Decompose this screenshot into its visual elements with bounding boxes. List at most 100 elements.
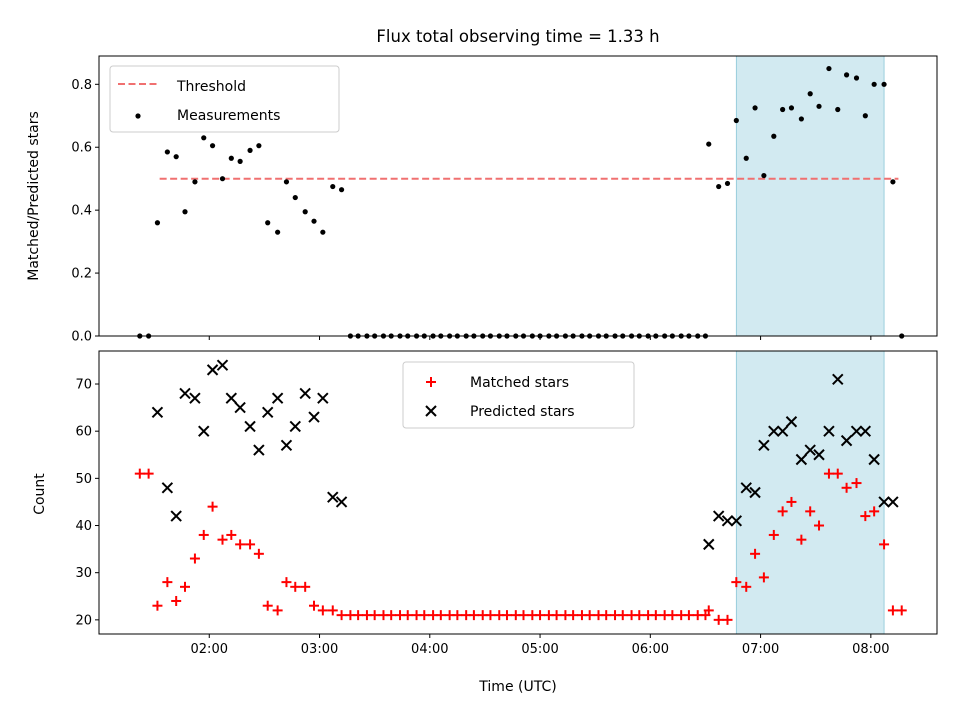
measurement-point (788, 105, 795, 111)
predicted-mark-b (170, 510, 182, 522)
legend-label: Threshold (176, 79, 246, 95)
ytick-label: 30 (75, 566, 92, 581)
xtick-label: 06:00 (632, 642, 669, 657)
matched-point (327, 605, 338, 616)
predicted-point (253, 444, 265, 456)
matched-point (253, 548, 264, 559)
matched-point (584, 610, 595, 621)
predicted-point (813, 449, 825, 461)
measurement-point (816, 103, 822, 109)
predicted-point (804, 444, 816, 456)
measurement-point (752, 105, 758, 111)
xlabel-time: Time (UTC) (478, 679, 556, 695)
matched-point (796, 534, 807, 545)
matched-point (235, 539, 246, 550)
measurement-point (798, 116, 804, 122)
predicted-point (776, 425, 789, 437)
measurement-point (826, 65, 832, 72)
predicted-point (170, 510, 182, 522)
predicted-mark-b (840, 434, 853, 447)
predicted-point (206, 364, 219, 376)
measurement-point (201, 135, 207, 141)
ytick-label: 0.8 (71, 78, 92, 93)
measurement-point (283, 179, 290, 185)
predicted-mark-b (225, 392, 238, 404)
ytick-label: 0.0 (71, 330, 92, 345)
measurement-point (881, 81, 887, 87)
matched-point (768, 529, 779, 540)
matched-point (518, 610, 529, 621)
matched-point (262, 600, 273, 611)
predicted-point (758, 439, 770, 452)
matched-point (869, 506, 880, 517)
ytick-label: 50 (75, 472, 92, 487)
predicted-mark-b (299, 387, 311, 400)
predicted-point (703, 538, 715, 551)
predicted-point (840, 434, 853, 447)
predicted-mark-b (317, 392, 329, 404)
matched-point (650, 610, 661, 621)
measurement-point (256, 143, 262, 149)
measurement-point (292, 194, 298, 201)
measurement-point (835, 106, 841, 113)
legend-label: Matched stars (470, 375, 569, 391)
matched-point (887, 605, 898, 616)
matched-point (245, 539, 256, 550)
matched-point (226, 529, 237, 540)
predicted-point (823, 425, 835, 437)
predicted-mark-b (795, 453, 808, 466)
ytick-label: 0.2 (71, 267, 92, 282)
matched-point (750, 548, 761, 559)
predicted-point (721, 515, 734, 527)
matched-point (485, 610, 496, 621)
predicted-point (161, 482, 174, 494)
predicted-mark-b (832, 373, 844, 386)
xtick-label: 07:00 (742, 642, 779, 657)
matched-point (207, 501, 218, 512)
predicted-point (887, 496, 899, 508)
highlight-span (735, 55, 885, 337)
predicted-point (261, 406, 274, 419)
predicted-point (198, 425, 210, 437)
xtick-label: 02:00 (191, 642, 228, 657)
matched-point (805, 506, 816, 517)
matched-point (180, 581, 191, 592)
measurement-point (338, 187, 345, 193)
matched-point (860, 511, 871, 522)
predicted-mark-b (151, 406, 164, 419)
legend-predicted-swatch-b (425, 405, 437, 417)
predicted-point (179, 387, 191, 400)
measurement-point (228, 155, 234, 161)
matched-point (501, 610, 512, 621)
matched-point (281, 577, 292, 588)
predicted-point (335, 496, 348, 508)
measurement-point (743, 155, 749, 161)
predicted-mark-b (327, 491, 339, 503)
measurement-point (154, 220, 161, 226)
predicted-mark-b (335, 496, 348, 508)
matched-point (198, 529, 209, 540)
predicted-mark-b (206, 364, 219, 376)
predicted-point (216, 359, 229, 371)
measurement-point (265, 220, 271, 226)
matched-point (601, 610, 612, 621)
ytick-label: 60 (75, 425, 92, 440)
matched-point (336, 610, 347, 621)
highlight-span (735, 350, 885, 635)
predicted-point (189, 392, 201, 404)
predicted-mark-b (749, 486, 761, 499)
predicted-mark-b (868, 453, 880, 466)
measurement-point (275, 229, 281, 235)
matched-point (568, 610, 579, 621)
matched-point (551, 610, 562, 621)
ylabel-ratio: Matched/Predicted stars (26, 111, 42, 281)
predicted-point (280, 439, 293, 452)
predicted-mark-b (703, 538, 715, 551)
matched-point (143, 468, 154, 479)
predicted-point (308, 411, 320, 423)
matched-point (435, 610, 446, 621)
matched-point (162, 577, 173, 588)
predicted-point (795, 453, 808, 466)
matched-point (713, 614, 724, 625)
matched-point (369, 610, 380, 621)
